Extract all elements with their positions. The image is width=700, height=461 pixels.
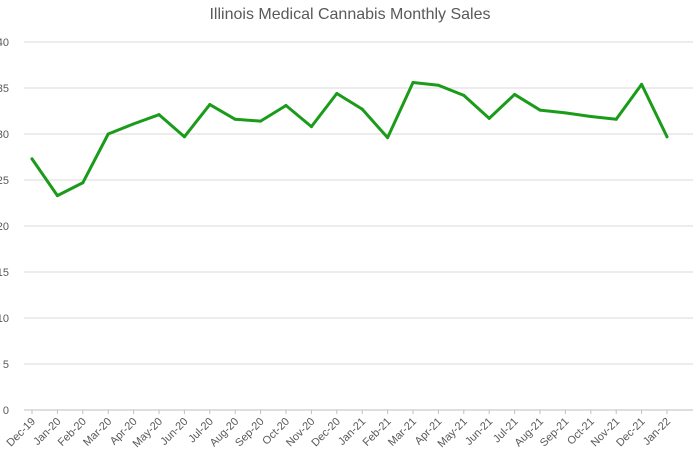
x-tick-label: Mar-21 — [386, 416, 419, 449]
series-line — [30, 80, 669, 198]
data-point — [55, 194, 59, 198]
data-point — [411, 80, 415, 84]
y-tick-label: 20 — [0, 221, 9, 233]
data-point — [640, 82, 644, 86]
series-layer — [30, 80, 669, 198]
chart-title: Illinois Medical Cannabis Monthly Sales — [209, 6, 491, 23]
x-tick-label: Sep-20 — [233, 416, 267, 450]
data-point — [538, 108, 542, 112]
data-point — [259, 119, 263, 123]
y-tick-label: 35 — [0, 83, 9, 95]
x-tick-label: Sep-21 — [538, 416, 572, 450]
x-tick-label: Jan-22 — [641, 416, 673, 448]
y-tick-label: 25 — [0, 175, 9, 187]
y-tick-label: 0 — [3, 405, 9, 417]
y-tick-label: 5 — [3, 359, 9, 371]
data-point — [309, 125, 313, 129]
data-point — [589, 115, 593, 119]
x-tick-label: Jun-20 — [158, 416, 190, 448]
data-point — [81, 181, 85, 185]
data-point — [462, 93, 466, 97]
data-point — [665, 135, 669, 139]
data-point — [106, 132, 110, 136]
data-point — [513, 92, 517, 96]
x-tick-label: Dec-20 — [309, 416, 343, 450]
x-tick-label: Dec-19 — [5, 416, 39, 450]
x-tick-label: Dec-21 — [614, 416, 648, 450]
data-point — [208, 103, 212, 107]
data-point — [386, 136, 390, 140]
x-tick-label: Mar-20 — [81, 416, 114, 449]
data-point — [614, 117, 618, 121]
data-point — [30, 157, 34, 161]
data-point — [563, 111, 567, 115]
y-tick-label: 30 — [0, 129, 9, 141]
data-point — [335, 92, 339, 96]
data-point — [182, 135, 186, 139]
data-point — [233, 117, 237, 121]
x-tick-label: Jun-21 — [463, 416, 495, 448]
x-axis-ticks: Dec-19Jan-20Feb-20Mar-20Apr-20May-20Jun-… — [5, 410, 673, 450]
y-tick-label: 15 — [0, 267, 9, 279]
data-point — [487, 116, 491, 120]
gridlines — [24, 41, 693, 411]
y-tick-label: 10 — [0, 313, 9, 325]
data-point — [360, 107, 364, 111]
y-tick-label: 40 — [0, 37, 9, 49]
data-point — [284, 103, 288, 107]
data-point — [157, 113, 161, 117]
y-axis-ticks: 0 5 10 15 20 25 30 35 40 — [0, 37, 9, 417]
data-point — [132, 122, 136, 126]
data-point — [436, 83, 440, 87]
